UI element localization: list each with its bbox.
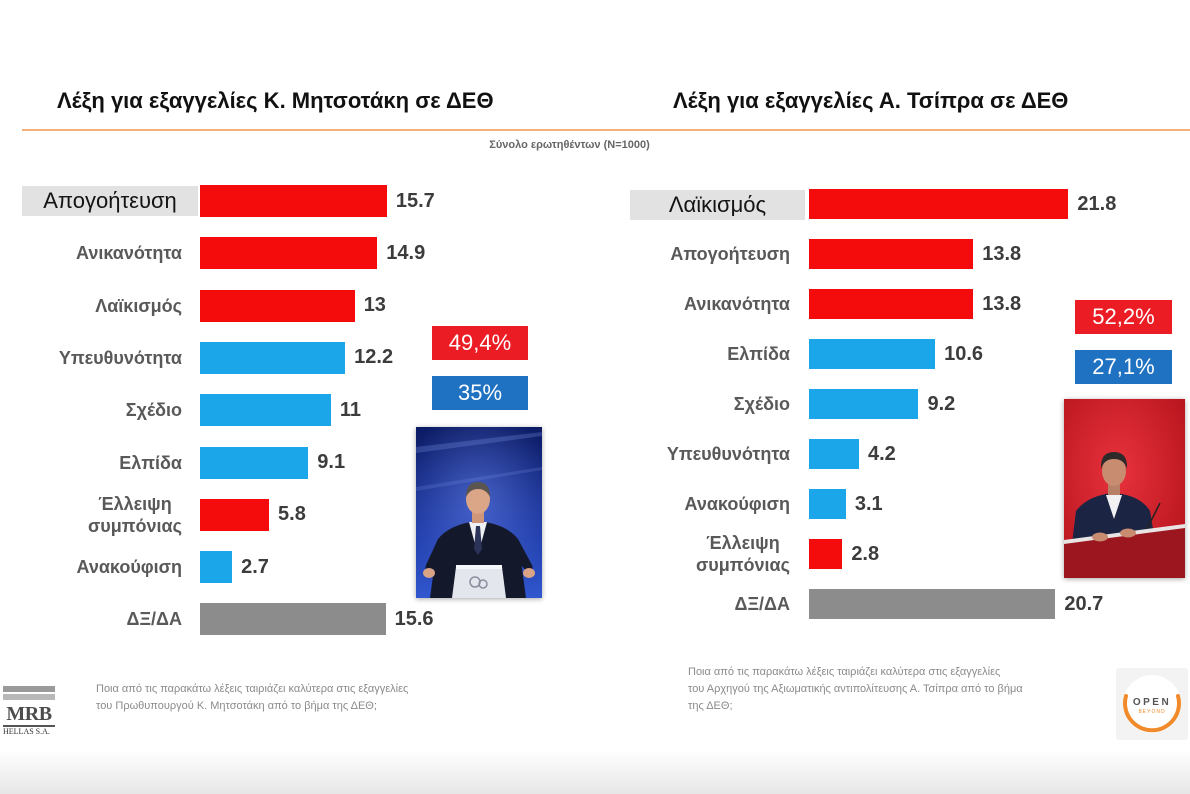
value-label: 13.8 xyxy=(982,242,1022,265)
mrb-logo-stripe xyxy=(3,694,55,700)
category-label: Σχέδιο xyxy=(733,394,790,414)
value-label: 15.7 xyxy=(395,189,435,212)
bar xyxy=(809,289,974,319)
category-label: Υπευθυνότητα xyxy=(58,347,182,368)
category-label: Ανακούφιση xyxy=(76,557,182,578)
bar xyxy=(809,389,919,419)
bar xyxy=(200,237,378,270)
value-label: 4.2 xyxy=(867,442,896,465)
value-label: 12.2 xyxy=(354,346,394,369)
value-label: 5.8 xyxy=(278,503,306,526)
chart-left: Απογοήτευση 15.7 Ανικανότητα 14.9 Λαϊκισμός 1… xyxy=(0,170,595,640)
title-divider xyxy=(22,129,1190,131)
value-label: 2.8 xyxy=(851,542,880,565)
positive-total-badge-left: 35% xyxy=(432,376,528,410)
value-label: 2.7 xyxy=(241,555,269,578)
bottom-band xyxy=(0,750,1190,794)
mrb-logo-text: MRB xyxy=(6,703,52,725)
bar xyxy=(200,185,387,217)
value-label: 14.9 xyxy=(386,241,426,264)
category-label: Ανακούφιση xyxy=(684,494,790,514)
category-label: Ανικανότητα xyxy=(76,243,182,264)
negative-total-badge-left: 49,4% xyxy=(432,326,528,360)
bar xyxy=(200,603,386,636)
value-label: 9.2 xyxy=(927,392,956,415)
category-label-highlighted: Λαϊκισμός xyxy=(630,190,805,220)
bar xyxy=(200,341,346,374)
chart-title-right: Λέξη για εξαγγελίες Α. Τσίπρα σε ΔΕΘ xyxy=(673,88,1069,113)
bar xyxy=(200,446,309,479)
value-label: 15.6 xyxy=(394,607,434,630)
value-label: 9.1 xyxy=(317,451,346,473)
mrb-logo: MRB HELLAS S.A. xyxy=(3,686,55,736)
sample-size-subtitle: Σύνολο ερωτηθέντων (N=1000) xyxy=(489,139,650,151)
value-label: 20.7 xyxy=(1064,592,1104,615)
value-label: 10.6 xyxy=(944,342,984,365)
category-label: Έλλειψη συμπόνιας xyxy=(695,533,790,575)
bar xyxy=(809,339,936,369)
category-label: ΔΞ/ΔΑ xyxy=(734,594,790,614)
speaker-photo-image xyxy=(1064,399,1185,578)
bar xyxy=(200,394,331,427)
negative-total-badge-right: 52,2% xyxy=(1075,300,1172,334)
open-logo-ring-icon xyxy=(1123,675,1181,733)
chart-title-left: Λέξη για εξαγγελίες Κ. Μητσοτάκη σε ΔΕΘ xyxy=(57,88,494,113)
mrb-logo-subtext: HELLAS S.A. xyxy=(3,727,50,736)
category-label: Υπευθυνότητα xyxy=(666,444,790,464)
category-label: Ελπίδα xyxy=(727,344,790,364)
category-label: Ανικανότητα xyxy=(684,294,790,314)
note-line: Ποια από τις παρακάτω λέξεις ταιριάζει κ… xyxy=(688,666,1001,678)
question-note-left: Ποια από τις παρακάτω λέξεις ταιριάζει κ… xyxy=(96,681,408,715)
open-tv-logo: OPEN BEYOND xyxy=(1116,668,1188,740)
category-label: Λαϊκισμός xyxy=(95,295,182,316)
category-label: ΔΞ/ΔΑ xyxy=(126,609,182,630)
category-label: Απογοήτευση xyxy=(670,244,790,264)
open-logo-text: OPEN xyxy=(1132,697,1172,708)
positive-total-badge-right: 27,1% xyxy=(1075,350,1172,384)
mrb-logo-stripe xyxy=(3,686,55,692)
chart-right: Λαϊκισμός 21.8 Απογοήτευση 13.8 Ανικανότητα 1… xyxy=(600,170,1190,640)
value-label: 21.8 xyxy=(1077,192,1117,215)
bar xyxy=(809,239,974,269)
mrb-logo-rule xyxy=(3,725,55,727)
bar xyxy=(809,589,1056,619)
mitsotakis-photo xyxy=(416,427,542,598)
value-label: 3.1 xyxy=(854,492,883,515)
note-line: του Αρχηγού της Αξιωματικής αντιπολίτευσ… xyxy=(688,683,1023,695)
note-line: Ποια από τις παρακάτω λέξεις ταιριάζει κ… xyxy=(96,683,409,695)
value-label: 13 xyxy=(363,294,386,317)
note-line: της ΔΕΘ; xyxy=(688,700,733,712)
open-logo-subtext: BEYOND xyxy=(1138,709,1166,715)
speaker-photo-image xyxy=(416,427,542,598)
category-label: Σχέδιο xyxy=(125,400,182,421)
bar xyxy=(809,489,846,519)
bar xyxy=(200,551,233,584)
bar xyxy=(809,189,1069,219)
value-label: 13.8 xyxy=(982,292,1022,315)
bar xyxy=(809,539,843,569)
bar xyxy=(809,439,859,469)
bar xyxy=(200,498,270,531)
category-label: Ελπίδα xyxy=(119,452,182,473)
category-label-highlighted: Απογοήτευση xyxy=(22,186,198,216)
question-note-right: Ποια από τις παρακάτω λέξεις ταιριάζει κ… xyxy=(688,664,1023,715)
value-label: 11 xyxy=(339,398,362,421)
note-line: του Πρωθυπουργού Κ. Μητσοτάκη από το βήμ… xyxy=(96,700,377,712)
tsipras-photo xyxy=(1064,399,1185,578)
bar xyxy=(200,289,355,322)
category-label: Έλλειψη συμπόνιας xyxy=(87,493,182,536)
